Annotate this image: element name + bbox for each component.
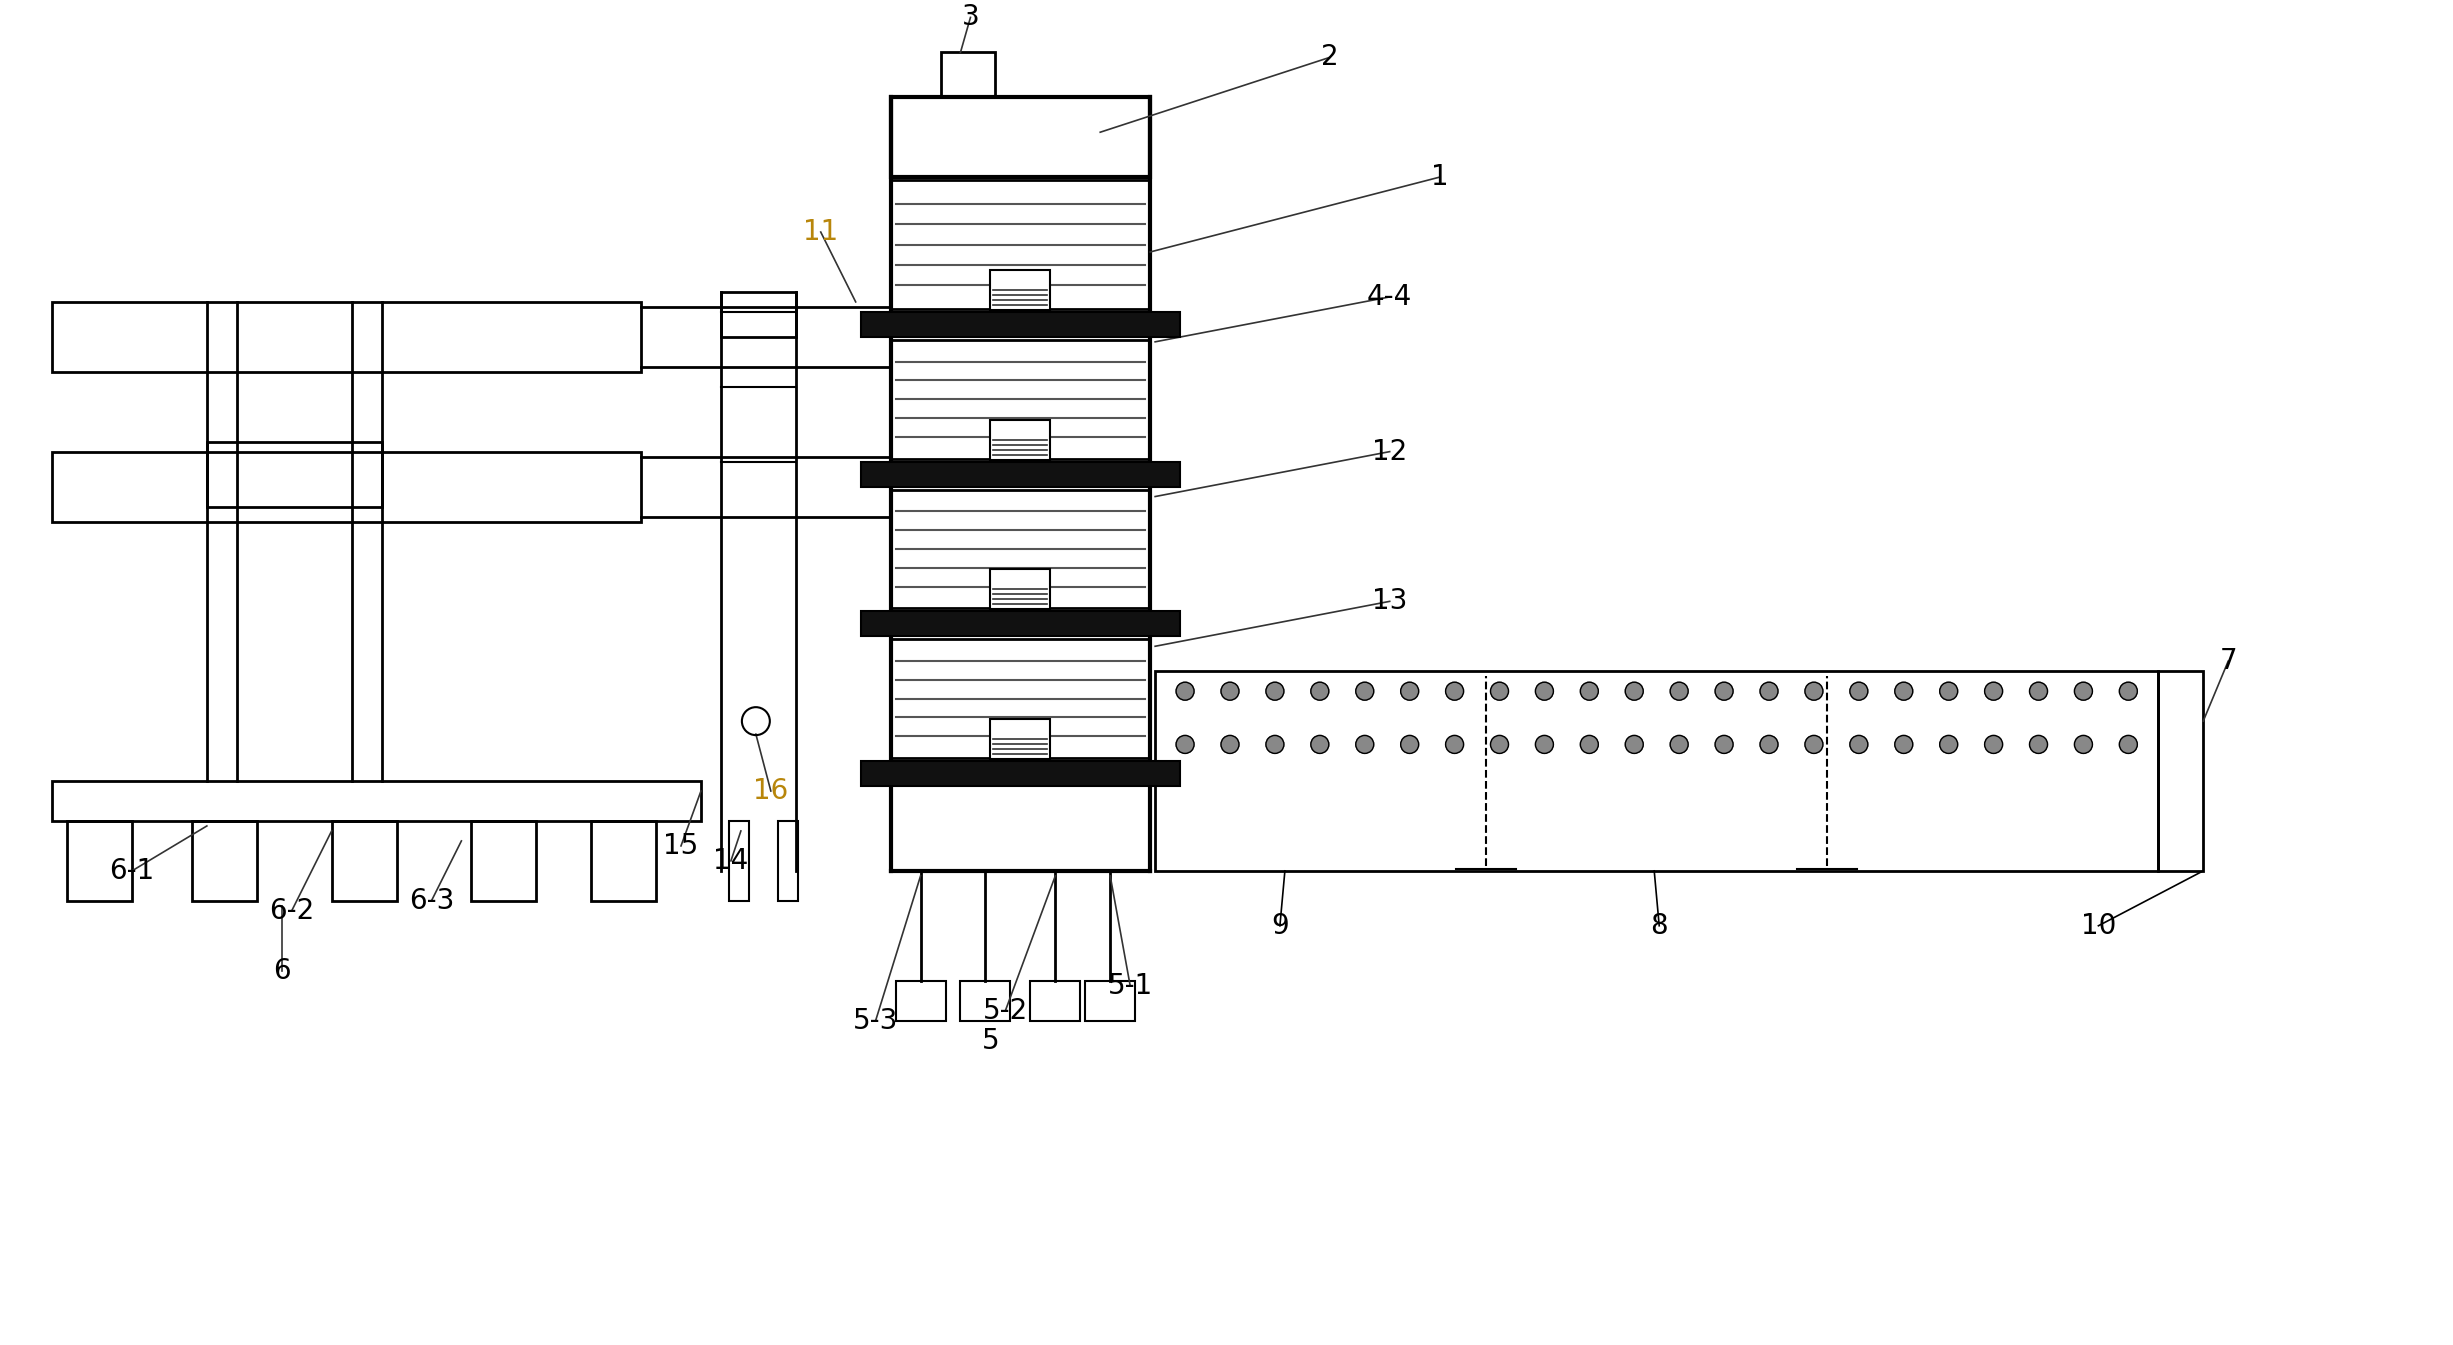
Circle shape (1580, 736, 1599, 753)
Bar (52, 301, 640, 371)
Text: 15: 15 (662, 833, 699, 859)
Circle shape (1894, 736, 1913, 753)
Circle shape (1310, 682, 1330, 701)
Circle shape (1536, 736, 1553, 753)
Circle shape (2119, 736, 2137, 753)
Circle shape (1626, 736, 1644, 753)
Text: 8: 8 (1651, 912, 1668, 940)
Circle shape (1850, 682, 1867, 701)
Circle shape (1850, 736, 1867, 753)
Text: 4-4: 4-4 (1366, 282, 1413, 311)
Circle shape (1805, 736, 1823, 753)
Circle shape (1266, 682, 1283, 701)
Text: 13: 13 (1371, 588, 1408, 616)
Circle shape (1357, 736, 1374, 753)
Text: 6: 6 (272, 956, 289, 985)
Circle shape (1222, 682, 1239, 701)
Text: 5-2: 5-2 (984, 997, 1028, 1025)
Circle shape (1894, 682, 1913, 701)
Circle shape (1401, 682, 1418, 701)
Circle shape (1940, 682, 1957, 701)
Text: 1: 1 (1430, 163, 1447, 191)
Circle shape (1445, 736, 1464, 753)
Circle shape (2075, 682, 2092, 701)
Bar (331, 820, 397, 901)
Text: 3: 3 (962, 4, 979, 31)
Circle shape (1670, 736, 1688, 753)
Circle shape (1984, 736, 2002, 753)
Circle shape (1984, 682, 2002, 701)
Bar (939, 52, 996, 97)
Circle shape (2119, 682, 2137, 701)
Bar (206, 441, 383, 507)
Bar (66, 820, 132, 901)
Bar (1155, 671, 2159, 870)
Circle shape (2075, 736, 2092, 753)
Bar (1030, 981, 1079, 1021)
Circle shape (1805, 682, 1823, 701)
Text: 14: 14 (714, 847, 748, 874)
Text: 9: 9 (1271, 912, 1288, 940)
Text: 10: 10 (2080, 912, 2117, 940)
Bar (52, 452, 640, 522)
Text: 2: 2 (1322, 43, 1339, 71)
Text: 7: 7 (2220, 647, 2237, 675)
Circle shape (1266, 736, 1283, 753)
Bar (861, 761, 1180, 785)
Text: 12: 12 (1371, 437, 1408, 465)
Text: 16: 16 (753, 777, 787, 806)
Circle shape (1759, 682, 1778, 701)
Text: 6-1: 6-1 (110, 857, 155, 885)
Circle shape (1715, 736, 1734, 753)
Circle shape (2029, 682, 2048, 701)
Bar (861, 312, 1180, 336)
Circle shape (1222, 736, 1239, 753)
Bar (778, 820, 797, 901)
Circle shape (1491, 682, 1509, 701)
Text: 11: 11 (802, 218, 839, 246)
Bar (721, 292, 795, 336)
Circle shape (1357, 682, 1374, 701)
Bar (991, 270, 1050, 309)
Circle shape (1175, 736, 1195, 753)
Bar (895, 981, 944, 1021)
Bar (991, 720, 1050, 759)
Circle shape (1175, 682, 1195, 701)
Circle shape (1626, 682, 1644, 701)
Bar (729, 820, 748, 901)
Bar (991, 420, 1050, 460)
Circle shape (1491, 736, 1509, 753)
Text: 5-3: 5-3 (854, 1006, 898, 1034)
Bar (1084, 981, 1136, 1021)
Circle shape (2029, 736, 2048, 753)
Bar (890, 97, 1150, 178)
Text: 5: 5 (981, 1026, 998, 1054)
Circle shape (1445, 682, 1464, 701)
Circle shape (1310, 736, 1330, 753)
Circle shape (1536, 682, 1553, 701)
Bar (191, 820, 258, 901)
Circle shape (1940, 736, 1957, 753)
Bar (962, 981, 1011, 1021)
Text: 5-1: 5-1 (1109, 971, 1153, 999)
Circle shape (1401, 736, 1418, 753)
Bar (861, 612, 1180, 636)
Bar (991, 569, 1050, 609)
Text: 6-2: 6-2 (270, 897, 314, 925)
Bar (52, 781, 702, 820)
Text: 6-3: 6-3 (410, 886, 454, 915)
Bar (861, 461, 1180, 487)
Circle shape (1580, 682, 1599, 701)
Circle shape (1715, 682, 1734, 701)
Circle shape (1759, 736, 1778, 753)
Circle shape (1670, 682, 1688, 701)
Bar (471, 820, 537, 901)
Bar (591, 820, 655, 901)
Bar (2159, 671, 2203, 870)
